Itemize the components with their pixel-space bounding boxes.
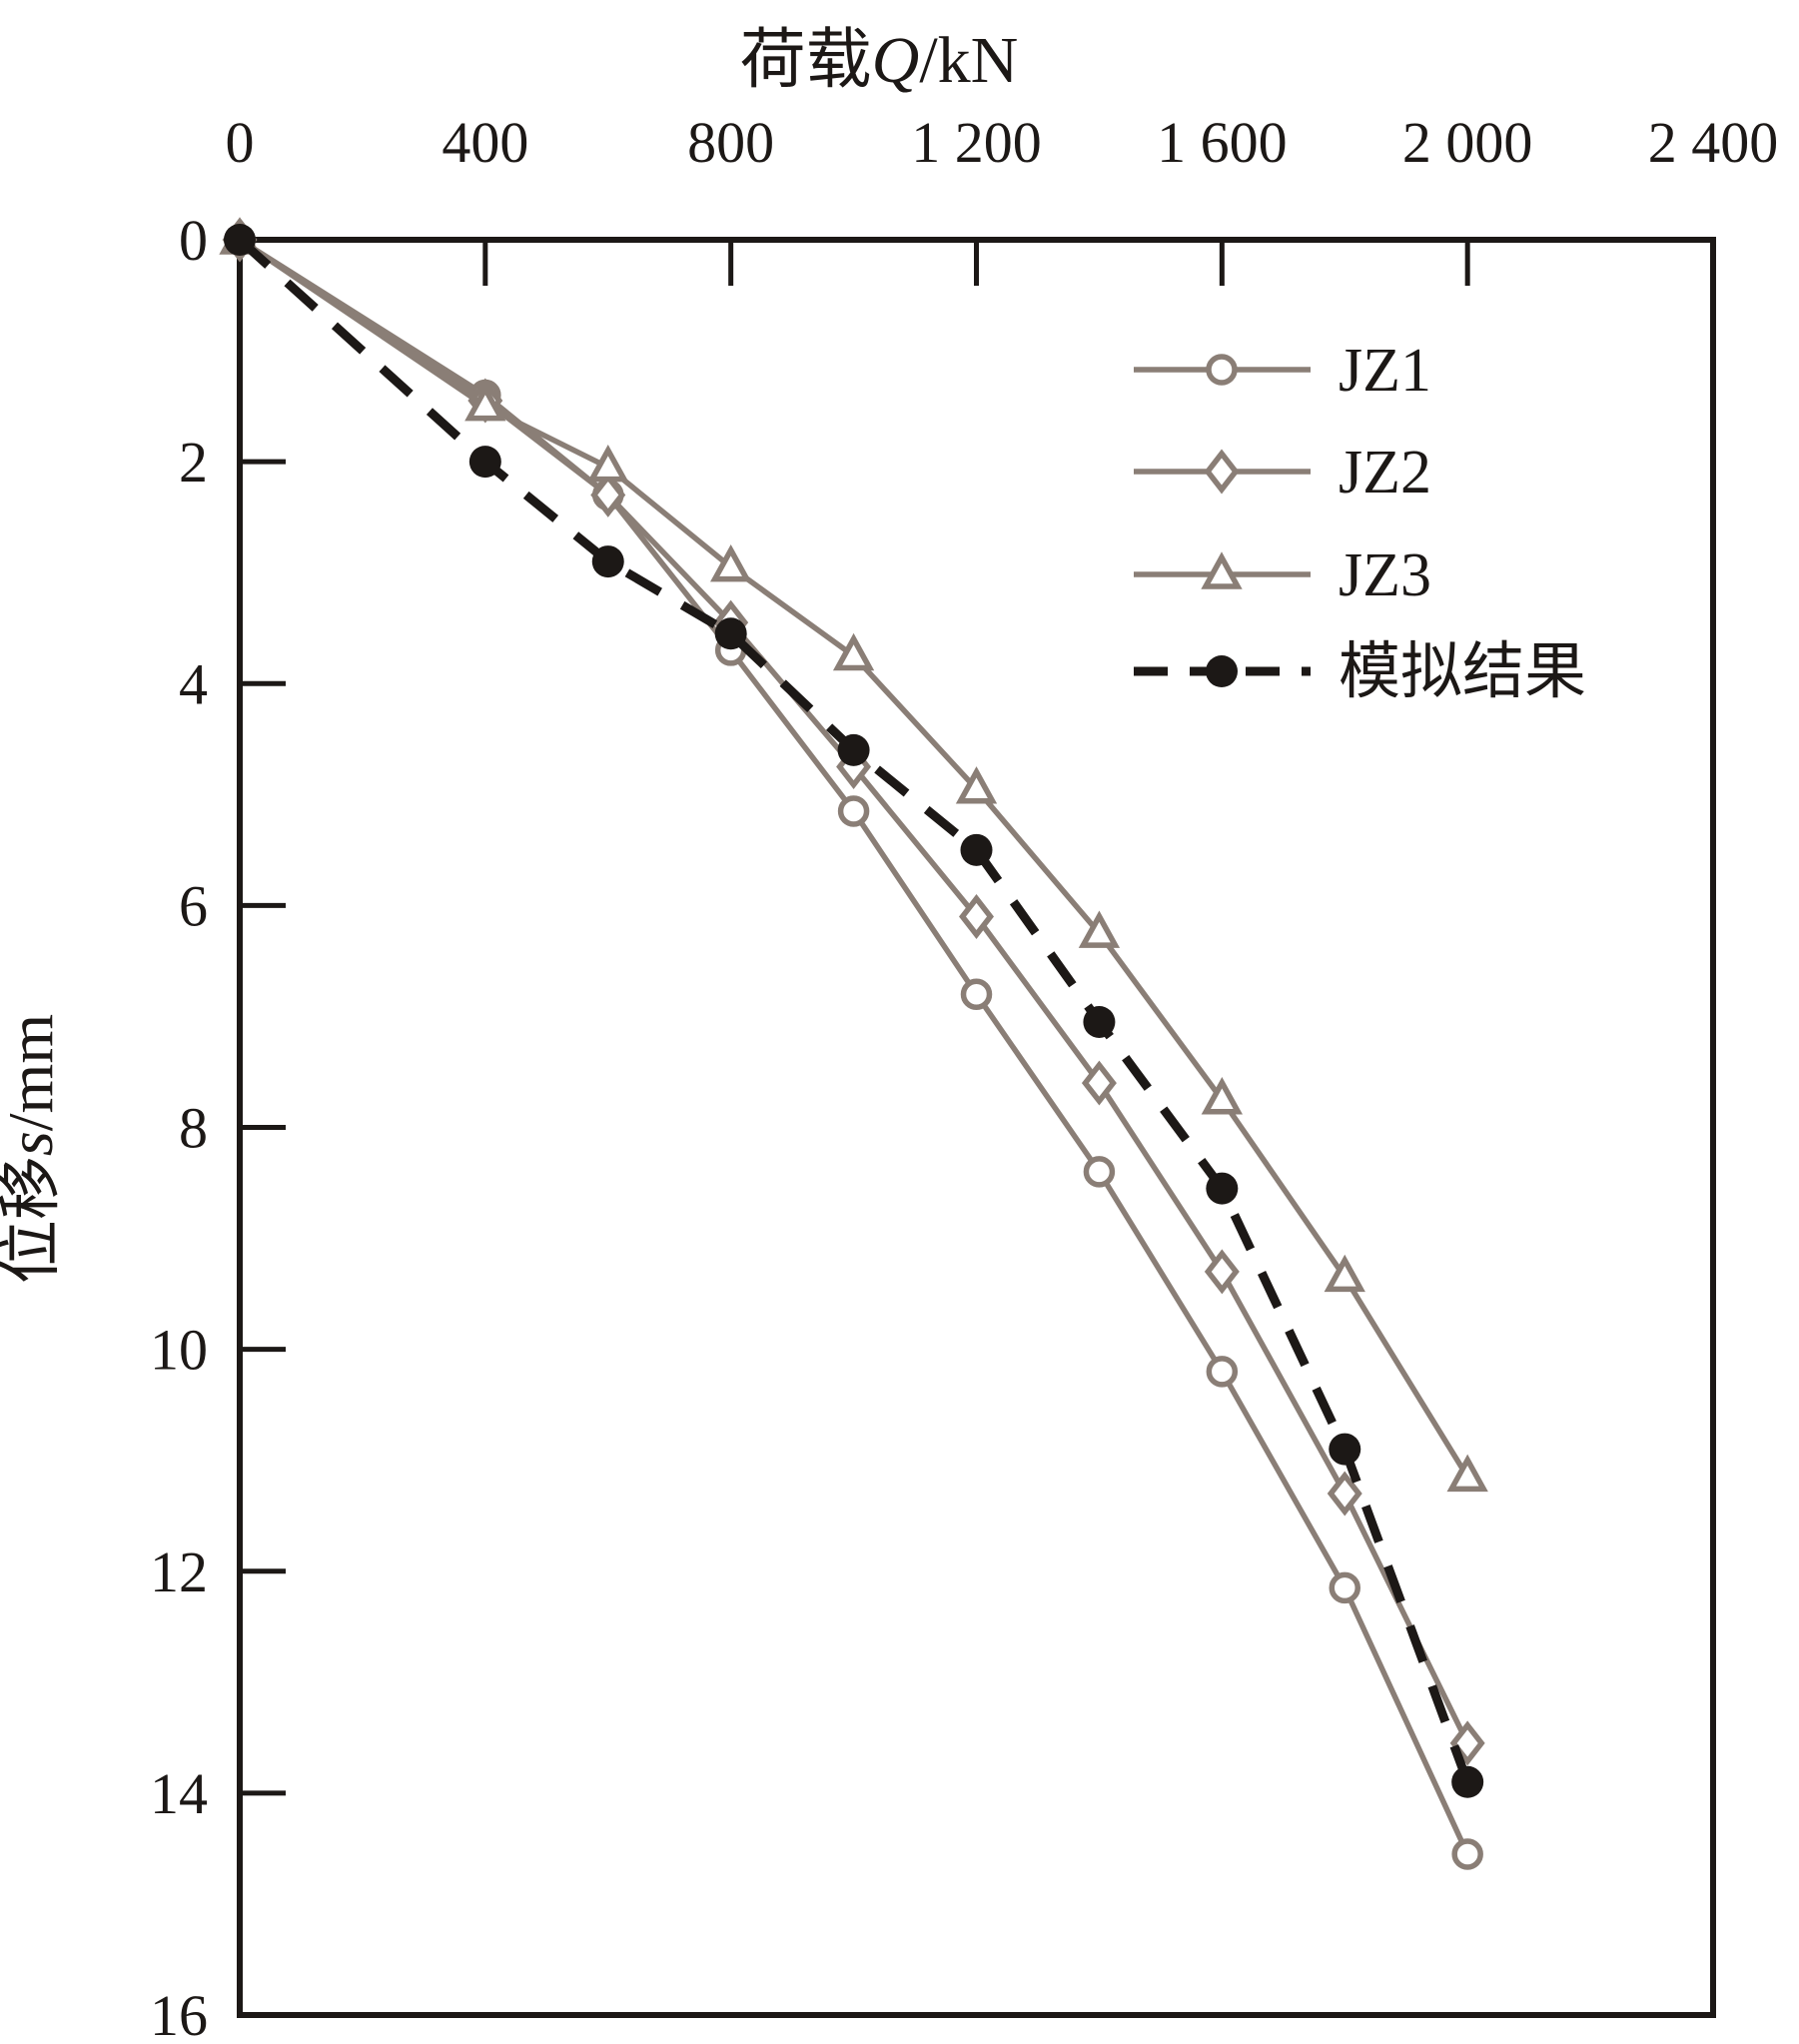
triangle-marker xyxy=(955,766,998,804)
diamond-marker xyxy=(1327,1471,1362,1517)
diamond-marker xyxy=(1204,1249,1240,1295)
series-模拟结果 xyxy=(224,224,1484,1798)
legend-label: 模拟结果 xyxy=(1339,638,1586,706)
diamond-marker xyxy=(1081,1060,1117,1106)
circle-marker xyxy=(1451,1838,1483,1870)
diamond-marker xyxy=(959,894,994,939)
legend-item-JZ3: JZ3 xyxy=(1134,541,1431,609)
x-tick-label: 0 xyxy=(226,110,255,175)
circle-marker xyxy=(1206,354,1238,386)
y-tick-label: 14 xyxy=(150,1761,208,1826)
plot-area: 0 400 800 1 200 1 600 2 000 2 400 0 2 4 6 8 10 12 14 16 xyxy=(150,110,1778,2044)
x-tick-label: 2 400 xyxy=(1648,110,1779,175)
filled-circle-marker xyxy=(468,446,501,479)
diamond-marker xyxy=(590,472,626,517)
circle-marker xyxy=(960,978,993,1010)
series-JZ3 xyxy=(219,217,1488,1493)
triangle-marker xyxy=(1078,910,1121,948)
circle-marker xyxy=(1206,1356,1239,1388)
series-line xyxy=(236,236,1472,1784)
y-tick-label: 16 xyxy=(150,1983,208,2044)
triangle-marker xyxy=(587,444,629,483)
circle-marker xyxy=(837,795,870,827)
filled-circle-marker xyxy=(224,224,256,256)
x-axis-title: 荷载Q/kN xyxy=(740,24,1019,97)
triangle-marker xyxy=(832,632,875,671)
filled-circle-marker xyxy=(1451,1765,1484,1798)
series-line xyxy=(238,237,1470,1479)
y-tick-label: 10 xyxy=(150,1318,208,1383)
legend-label: JZ3 xyxy=(1339,541,1431,609)
legend-item-模拟结果: 模拟结果 xyxy=(1134,638,1586,706)
legend: JZ1 JZ2 JZ3 模拟结果 xyxy=(1134,337,1586,706)
circle-marker xyxy=(1329,1571,1360,1604)
filled-circle-marker xyxy=(591,545,624,578)
x-tick-label: 2 000 xyxy=(1402,110,1533,175)
y-axis-title: 位移s/mm xyxy=(0,1014,66,1284)
triangle-marker xyxy=(710,543,752,582)
x-tick-label: 800 xyxy=(687,110,774,175)
legend-item-JZ1: JZ1 xyxy=(1134,337,1431,405)
series-line xyxy=(238,237,1470,1745)
diamond-marker xyxy=(1204,449,1240,495)
legend-label: JZ1 xyxy=(1339,337,1431,405)
y-tick-label: 0 xyxy=(179,208,208,273)
x-tick-label: 1 200 xyxy=(911,110,1042,175)
series-JZ2 xyxy=(222,217,1485,1766)
triangle-marker xyxy=(464,383,506,422)
filled-circle-marker xyxy=(1083,1005,1116,1038)
filled-circle-marker xyxy=(714,617,747,650)
triangle-marker xyxy=(1446,1454,1488,1493)
y-tick-label: 4 xyxy=(179,651,208,716)
circle-marker xyxy=(1083,1156,1116,1188)
y-tick-label: 8 xyxy=(179,1096,208,1161)
filled-circle-marker xyxy=(1206,1172,1239,1205)
triangle-marker xyxy=(1324,1254,1365,1293)
y-tick-label: 6 xyxy=(179,873,208,938)
x-tick-label: 1 600 xyxy=(1157,110,1288,175)
x-tick-label: 400 xyxy=(442,110,528,175)
y-tick-label: 12 xyxy=(150,1539,208,1604)
series-line xyxy=(238,237,1470,1856)
triangle-marker xyxy=(1201,551,1243,589)
triangle-marker xyxy=(1201,1077,1243,1115)
filled-circle-marker xyxy=(1329,1433,1361,1466)
filled-circle-marker xyxy=(960,833,993,866)
legend-label: JZ2 xyxy=(1339,439,1431,507)
legend-item-JZ2: JZ2 xyxy=(1134,439,1431,507)
filled-circle-marker xyxy=(1206,655,1238,687)
filled-circle-marker xyxy=(837,733,870,766)
y-tick-label: 2 xyxy=(179,430,208,495)
plot-border xyxy=(237,237,1716,2018)
